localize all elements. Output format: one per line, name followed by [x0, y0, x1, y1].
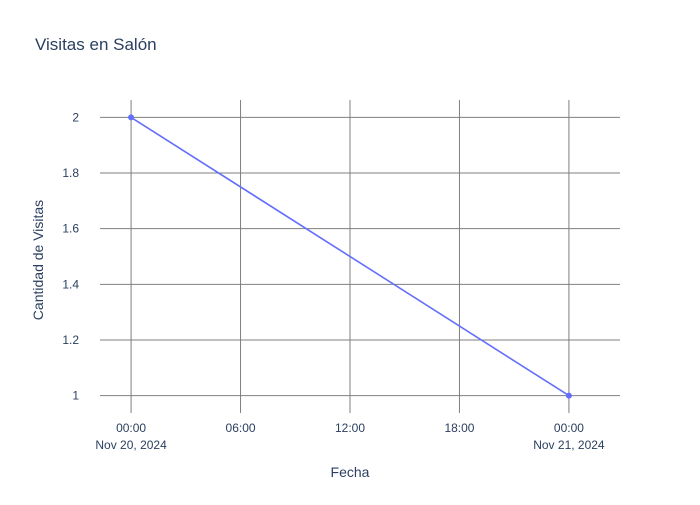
data-point[interactable] — [128, 114, 135, 121]
x-tick-label: 12:00 — [335, 421, 365, 435]
x-tick-date-label: Nov 21, 2024 — [533, 438, 605, 452]
y-tick-label: 1.4 — [62, 277, 79, 291]
y-axis-title: Cantidad de Visitas — [30, 200, 46, 320]
chart-title: Visitas en Salón — [35, 35, 157, 54]
y-tick-label: 1 — [72, 389, 79, 403]
y-tick-label: 2 — [72, 110, 79, 124]
x-tick-date-label: Nov 20, 2024 — [95, 438, 167, 452]
y-tick-label: 1.8 — [62, 166, 79, 180]
x-axis-title: Fecha — [331, 464, 370, 480]
y-tick-label: 1.2 — [62, 333, 79, 347]
y-axis-ticks: 1 1.2 1.4 1.6 1.8 2 — [62, 110, 79, 402]
series-layer — [128, 114, 572, 399]
grid-lines — [100, 100, 620, 413]
y-tick-label: 1.6 — [62, 222, 79, 236]
x-tick-label: 00:00 — [116, 421, 146, 435]
x-tick-label: 18:00 — [444, 421, 474, 435]
x-tick-label: 00:00 — [554, 421, 584, 435]
series-line — [130, 116, 570, 397]
x-tick-label: 06:00 — [226, 421, 256, 435]
x-axis-ticks: 00:00 Nov 20, 2024 06:00 12:00 18:00 00:00 Nov… — [95, 421, 605, 452]
data-point[interactable] — [565, 392, 572, 399]
